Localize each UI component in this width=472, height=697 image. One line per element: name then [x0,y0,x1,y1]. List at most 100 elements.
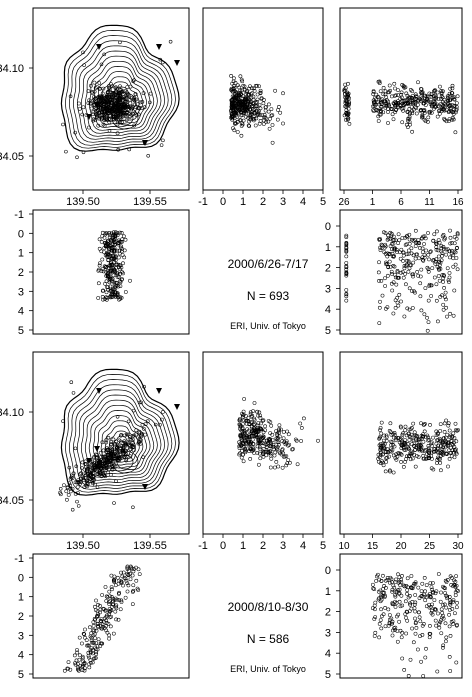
time-event-dot [422,93,427,98]
time-event-dot [426,120,430,124]
time-depth-1 [344,228,460,333]
depth-event-dot [110,257,114,261]
hypocenter-dot [241,409,246,414]
depth-event-dot [80,668,85,672]
hypocenter-dot [276,464,281,469]
depth-event-dot [130,602,135,606]
time-depth-dot [372,603,377,608]
epicenter-dot [107,452,111,457]
time-event-dot [390,107,395,112]
epicenter-dot [74,464,79,469]
time-event-dot [437,108,442,113]
epicenter-dot [115,457,120,462]
time-depth-dot [433,607,437,611]
time-event-dot [451,442,455,447]
hypocenter-dot [256,413,260,418]
depth-event-dot [81,659,86,664]
hypocenter-dot [260,112,264,117]
hypocenter-dot [269,441,274,446]
epicenter-dot [109,442,114,446]
hypocenter-dot [256,113,260,117]
station-marker [174,60,180,66]
epicenter-dot [94,461,99,466]
depth-event-dot [87,643,91,648]
time-event-dot [410,89,415,94]
time-event-dot [346,112,351,117]
day-axis-tick-label: 16 [452,197,464,208]
time-depth-dot [440,615,444,620]
time-depth-dot [388,580,392,585]
epicenter-dot [93,86,98,90]
depth-event-dot [104,624,108,629]
time-depth-dot [405,306,410,311]
time-depth-dot [454,605,459,610]
time-depth-dot [432,598,437,602]
time-depth-dot [389,281,394,286]
time-depth-dot [402,668,407,672]
depth-event-dot [125,567,130,571]
epicenter-dot [120,119,125,124]
hypocenter-dot [252,108,256,113]
hypocenter-dot [256,436,261,440]
epicenter-dot [77,106,82,111]
hypocenter-dot [261,418,266,423]
hypocenter-dot [262,115,266,120]
time-depth-dot [437,259,442,264]
depth-event-dot [100,593,104,597]
time-depth-dot [438,295,443,299]
time-depth-dot [417,241,422,246]
epicenter-dot [145,419,150,424]
epicenter-dot [91,112,95,117]
time-event-dot [441,107,445,112]
hypocenter-dot [252,422,257,426]
epicenter-dot [81,476,86,481]
depth-event-dot [106,288,111,292]
time-event-dot [402,102,407,106]
time-event-dot [413,447,418,452]
depth-event-dot [134,578,139,583]
depth-event-dot [111,631,116,636]
contour-line [112,435,133,457]
epicenter-dot [91,118,95,123]
epicenter-dot [116,147,120,152]
depth-tick-label: 1 [18,248,24,260]
time-depth-dot [426,298,431,303]
time-depth-dot [379,607,383,612]
hypocenter-dot [249,95,254,100]
time-depth-dot [413,600,418,605]
time-event-dot [393,110,398,114]
time-event-dot [371,108,375,112]
epicenter-dot [157,422,162,427]
epicenter-dot [100,469,105,474]
epicenter-dot [83,462,87,466]
time-depth-dot [441,643,446,648]
hypocenter-dot [253,84,258,88]
contour-line [60,24,180,152]
epicenter-dot [107,129,112,133]
time-depth-dot [421,594,426,599]
time-depth-dot [377,305,382,310]
time-event-dot [402,441,407,446]
time-event-dot [378,461,383,465]
epicenter-dot [134,113,139,118]
hypocenter-dot [250,433,255,438]
time-depth-dot [437,622,442,626]
time-event-dot [392,81,397,86]
hypocenter-dot [229,74,233,78]
contour-line [60,368,180,496]
time-depth-dot [407,248,411,253]
day-axis-tick-label: 15 [367,541,379,552]
time-event-dot [378,98,383,103]
time-depth-dot [439,607,444,612]
epicenter-dot [121,448,126,452]
hypocenter-dot [250,91,255,95]
epicenter-dot [116,102,121,106]
day-axis-tick-label: 11 [424,197,435,208]
time-event-dot [453,421,458,426]
epicenter-dot [160,417,164,422]
time-event-dot [426,435,431,440]
depth-axis-tick-label: -1 [198,196,208,208]
time-event-dot [377,436,382,441]
time-depth-dot [443,295,447,299]
hypocenter-dot [263,450,268,454]
